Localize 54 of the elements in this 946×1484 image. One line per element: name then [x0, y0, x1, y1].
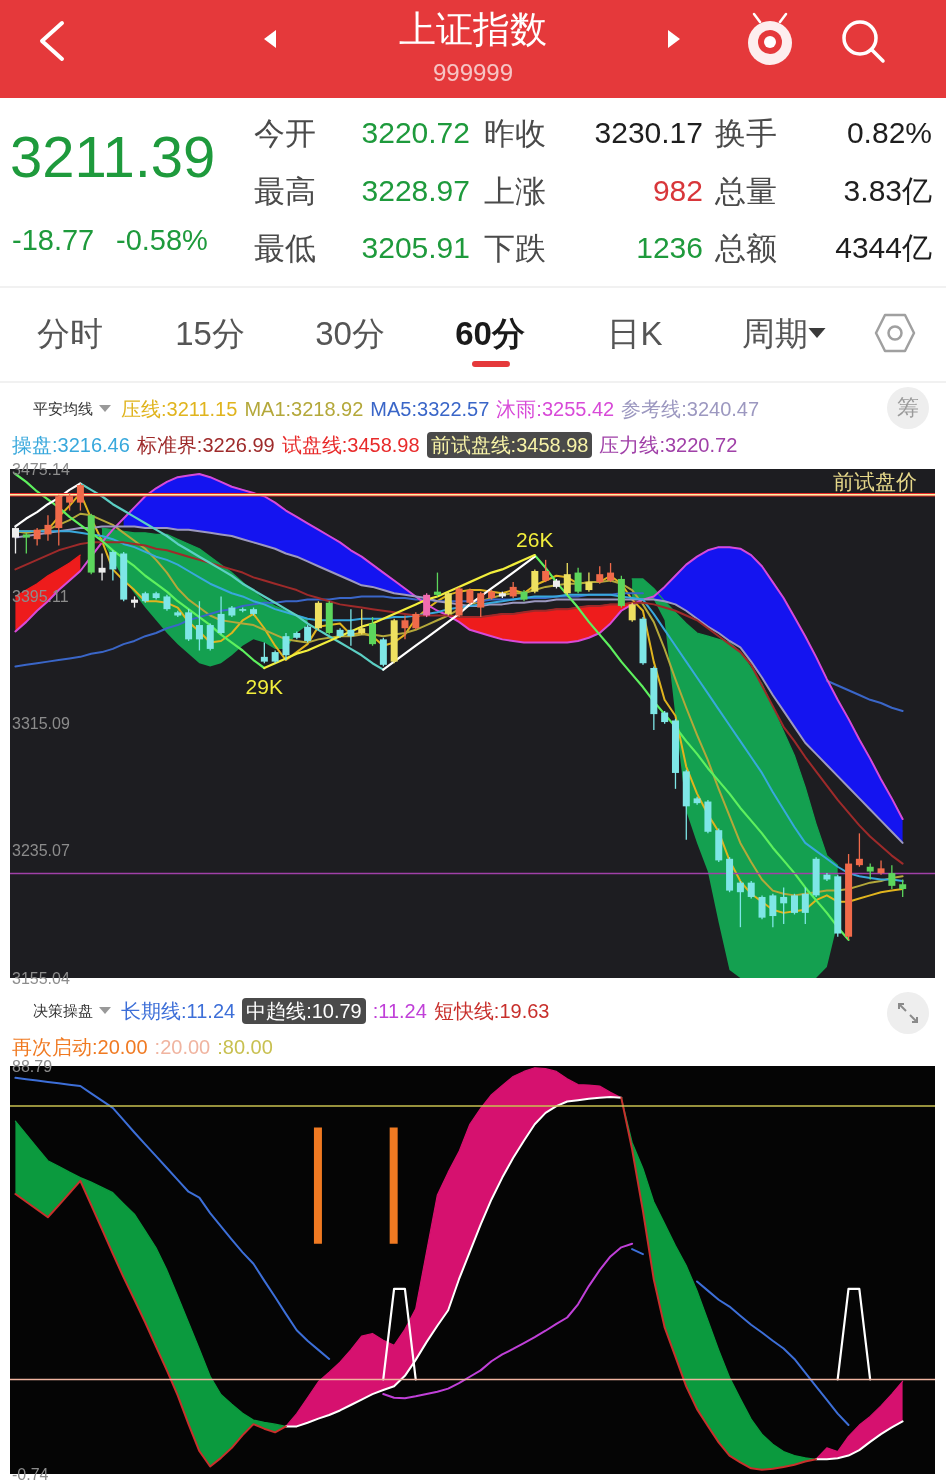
text: 3220.72	[361, 116, 470, 149]
ref-line-label: 前试盘线:3458.98	[426, 431, 593, 458]
annotation: 29K	[245, 674, 283, 698]
text: 今开	[254, 115, 316, 151]
ref-line-label: 试盘线:3458.98	[281, 432, 420, 458]
text: 3211.39	[10, 124, 216, 189]
text: 标准界:3226.99	[136, 432, 275, 458]
text: 昨收	[484, 115, 546, 151]
text: -0.58%	[116, 223, 208, 256]
ref-line-label: :80.00	[217, 1034, 273, 1060]
text: 总量	[715, 173, 777, 209]
annotation: 前试盘价	[833, 469, 917, 493]
text: 分时	[37, 314, 103, 352]
annotation: 26K	[516, 527, 554, 551]
text: MA5:3322.57	[370, 396, 490, 422]
text: 总额	[715, 230, 777, 266]
text: 换手	[715, 115, 777, 151]
text: 再次启动:20.00	[12, 1034, 148, 1060]
text: 操盘:3216.46	[12, 432, 130, 458]
text: 60分	[455, 314, 525, 352]
text: 30分	[315, 314, 385, 352]
text: 压线:3211.15	[121, 396, 238, 422]
text: 中趋线:10.79	[242, 997, 366, 1024]
text: 最高	[254, 173, 316, 209]
text: 15分	[175, 314, 245, 352]
chart-title: 平安均线	[33, 399, 93, 420]
text: 3205.91	[361, 231, 470, 264]
text: 3230.17	[594, 116, 703, 149]
chart-title: 决策操盘	[33, 1001, 93, 1022]
ref-line-label: :20.00	[154, 1034, 211, 1060]
text: 参考线:3240.47	[621, 396, 760, 422]
text: 4344亿	[835, 231, 932, 264]
text: 沐雨:3255.42	[496, 396, 615, 422]
text: 长期线:11.24	[121, 998, 236, 1024]
text: MA1:3218.92	[244, 396, 364, 422]
text: 982	[652, 174, 703, 207]
text: :11.24	[372, 998, 427, 1024]
text: 周期	[742, 314, 808, 352]
text: 999999	[432, 59, 514, 86]
ref-line-label: 压力线:3220.72	[599, 432, 738, 458]
text: -18.77	[12, 223, 95, 256]
round-button: 筹	[887, 387, 929, 429]
text: 上证指数	[399, 8, 547, 50]
text: 上涨	[484, 173, 546, 209]
text: 最低	[254, 230, 316, 266]
text: 日K	[607, 314, 663, 352]
text: 下跌	[484, 230, 546, 266]
text: 1236	[636, 231, 703, 264]
text: 3.83亿	[843, 174, 932, 207]
y-tick-label: 3315.09	[12, 715, 70, 732]
text: 3228.97	[361, 174, 470, 207]
y-tick-label: 3235.07	[12, 842, 70, 860]
text: 短快线:19.63	[433, 998, 550, 1024]
text: 0.82%	[846, 116, 932, 149]
